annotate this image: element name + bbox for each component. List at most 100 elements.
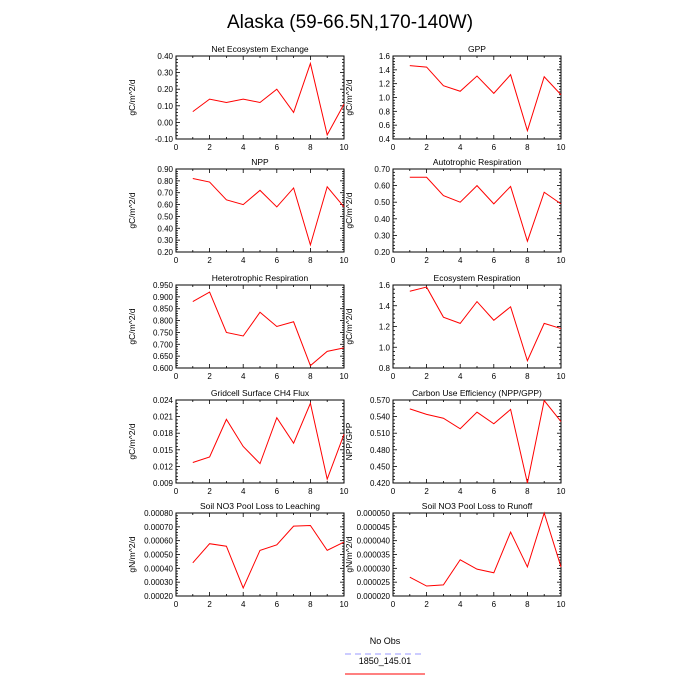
y-tick-label: 0.8 bbox=[379, 107, 391, 116]
plot-frame bbox=[175, 168, 345, 253]
chart-panel-10: Soil NO3 Pool Loss to Runoff gN/m^2/d 0 2 4 6… bbox=[344, 501, 566, 609]
x-tick-label: 8 bbox=[308, 487, 313, 496]
series-line bbox=[409, 176, 562, 243]
legend-label: 1850_145.01 bbox=[359, 656, 412, 666]
plot-frame bbox=[175, 512, 345, 597]
y-tick-label: 0.6 bbox=[379, 121, 391, 130]
y-tick-label: 0.800 bbox=[153, 317, 174, 326]
y-tick-label: 0.540 bbox=[370, 413, 391, 422]
y-tick-label: 0.80 bbox=[157, 177, 173, 186]
y-tick-label: 0.450 bbox=[370, 462, 391, 471]
y-axis-label: gC/m^2/d bbox=[344, 79, 354, 115]
x-tick-label: 2 bbox=[207, 372, 212, 381]
y-tick-label: 0.009 bbox=[153, 479, 174, 488]
y-tick-label: 0.40 bbox=[157, 224, 173, 233]
plot-frame bbox=[175, 284, 345, 369]
legend-label: No Obs bbox=[370, 636, 401, 646]
y-tick-label: 0.00 bbox=[157, 118, 173, 127]
y-tick-label: 0.20 bbox=[157, 248, 173, 257]
series-line bbox=[409, 511, 562, 587]
x-tick-label: 6 bbox=[492, 487, 497, 496]
x-tick-label: 2 bbox=[424, 487, 429, 496]
x-tick-label: 6 bbox=[275, 487, 280, 496]
y-tick-label: 0.30 bbox=[374, 231, 390, 240]
chart-panel-1: Net Ecosystem Exchange gC/m^2/d 0 2 4 6 8 10 -0.… bbox=[127, 44, 349, 152]
y-axis-label: NPP/GPP bbox=[344, 422, 354, 460]
x-tick-label: 8 bbox=[525, 372, 530, 381]
y-tick-label: 0.480 bbox=[370, 446, 391, 455]
y-tick-label: 0.900 bbox=[153, 293, 174, 302]
x-tick-label: 10 bbox=[340, 372, 349, 381]
y-tick-label: 1.6 bbox=[379, 281, 391, 290]
x-tick-label: 6 bbox=[492, 143, 497, 152]
y-tick-label: 1.0 bbox=[379, 343, 391, 352]
panel-title: Net Ecosystem Exchange bbox=[211, 44, 309, 54]
y-axis-label: gN/m^2/d bbox=[127, 536, 137, 572]
x-tick-label: 4 bbox=[458, 372, 463, 381]
y-tick-label: 0.70 bbox=[157, 189, 173, 198]
series-line bbox=[192, 61, 345, 137]
chart-panel-2: GPP gC/m^2/d 0 2 4 6 8 10 0.4 0.6 0.8 1.0 1.2 1.4 1.6 bbox=[344, 44, 566, 152]
chart-panel-5: Heterotrophic Respiration gC/m^2/d 0 2 4 6 8 10… bbox=[127, 273, 349, 381]
y-tick-label: 1.2 bbox=[379, 80, 391, 89]
x-tick-label: 2 bbox=[207, 600, 212, 609]
y-tick-label: 0.50 bbox=[157, 212, 173, 221]
series-line bbox=[409, 286, 562, 363]
panel-title: GPP bbox=[468, 44, 486, 54]
y-axis-label: gC/m^2/d bbox=[344, 308, 354, 344]
x-tick-label: 10 bbox=[557, 256, 566, 265]
x-tick-label: 0 bbox=[174, 143, 179, 152]
y-tick-label: 0.600 bbox=[153, 364, 174, 373]
panel-title: Soil NO3 Pool Loss to Runoff bbox=[422, 501, 533, 511]
y-tick-label: 1.4 bbox=[379, 302, 391, 311]
x-tick-label: 6 bbox=[275, 143, 280, 152]
x-tick-label: 10 bbox=[340, 143, 349, 152]
y-tick-label: 0.40 bbox=[374, 215, 390, 224]
x-tick-label: 8 bbox=[308, 600, 313, 609]
chart-panel-9: Soil NO3 Pool Loss to Leaching gN/m^2/d 0 2… bbox=[127, 501, 349, 609]
panel-title: Heterotrophic Respiration bbox=[212, 273, 309, 283]
plot-frame bbox=[392, 284, 562, 369]
x-tick-label: 4 bbox=[458, 600, 463, 609]
panel-title: Carbon Use Efficiency (NPP/GPP) bbox=[412, 388, 542, 398]
plot-frame bbox=[392, 55, 562, 140]
y-axis-label: gC/m^2/d bbox=[127, 308, 137, 344]
legend: No Obs 1850_145.01 bbox=[345, 636, 425, 675]
chart-panel-6: Ecosystem Respiration gC/m^2/d 0 2 4 6 8 10 0.8 1… bbox=[344, 273, 566, 381]
plot-frame bbox=[392, 512, 562, 597]
x-tick-label: 6 bbox=[492, 372, 497, 381]
y-tick-label: 0.000030 bbox=[357, 564, 391, 573]
x-tick-label: 4 bbox=[458, 143, 463, 152]
x-tick-label: 10 bbox=[340, 256, 349, 265]
x-tick-label: 8 bbox=[525, 600, 530, 609]
x-tick-label: 2 bbox=[207, 487, 212, 496]
x-tick-label: 8 bbox=[308, 143, 313, 152]
x-tick-label: 10 bbox=[340, 600, 349, 609]
x-tick-label: 0 bbox=[391, 256, 396, 265]
y-tick-label: 0.00050 bbox=[144, 551, 173, 560]
x-tick-label: 8 bbox=[525, 143, 530, 152]
x-tick-label: 0 bbox=[174, 600, 179, 609]
x-tick-label: 2 bbox=[424, 372, 429, 381]
y-tick-label: 0.4 bbox=[379, 135, 391, 144]
x-tick-label: 2 bbox=[424, 143, 429, 152]
series-line bbox=[409, 65, 562, 133]
y-tick-label: 0.00020 bbox=[144, 592, 173, 601]
y-tick-label: 0.012 bbox=[153, 462, 174, 471]
y-tick-label: 0.30 bbox=[157, 69, 173, 78]
x-tick-label: 8 bbox=[308, 372, 313, 381]
x-tick-label: 6 bbox=[275, 600, 280, 609]
x-tick-label: 0 bbox=[391, 372, 396, 381]
panel-title: Gridcell Surface CH4 Flux bbox=[211, 388, 310, 398]
y-tick-label: 0.000040 bbox=[357, 537, 391, 546]
y-tick-label: 0.70 bbox=[374, 165, 390, 174]
x-tick-label: 0 bbox=[174, 372, 179, 381]
figure-title: Alaska (59-66.5N,170-140W) bbox=[227, 12, 473, 33]
x-tick-label: 6 bbox=[492, 256, 497, 265]
y-axis-label: gN/m^2/d bbox=[344, 536, 354, 572]
y-tick-label: 0.10 bbox=[157, 102, 173, 111]
x-tick-label: 4 bbox=[458, 256, 463, 265]
x-tick-label: 0 bbox=[391, 600, 396, 609]
y-tick-label: 0.00080 bbox=[144, 509, 173, 518]
